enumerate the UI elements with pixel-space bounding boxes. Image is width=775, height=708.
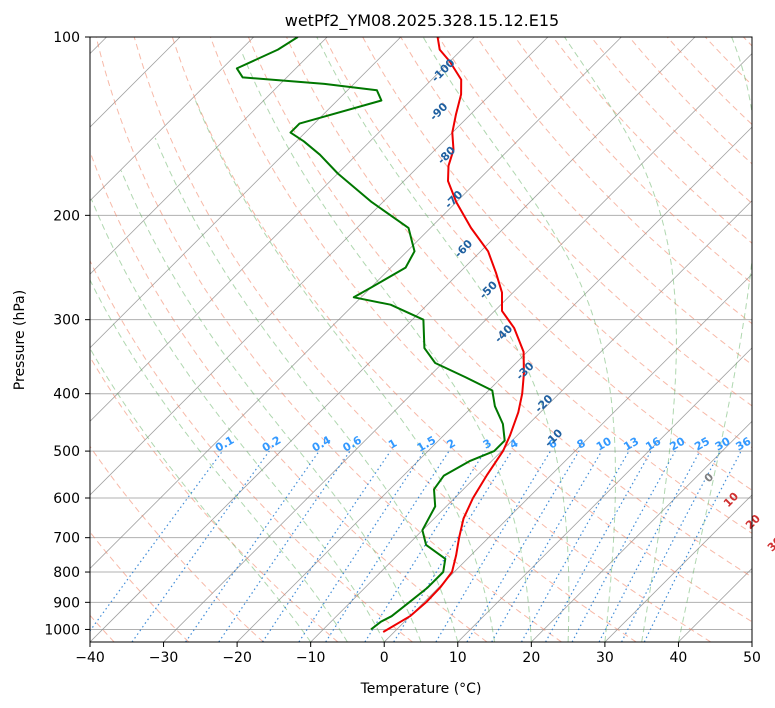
y-tick-label: 800 (53, 565, 80, 581)
dry-adiabat-line (362, 37, 752, 449)
isotherm-line (90, 37, 254, 202)
y-tick-label: 600 (53, 491, 80, 507)
dry-adiabat-line (90, 259, 413, 642)
mixing-ratio-line (393, 450, 513, 642)
isotherm-line (90, 37, 475, 422)
y-tick-label: 700 (53, 531, 80, 547)
moist-adiabat-line (90, 278, 348, 642)
plot-frame (89, 36, 753, 643)
y-tick-label: 100 (53, 30, 80, 46)
temperature-line (382, 37, 525, 633)
chart-title: wetPf2_YM08.2025.328.15.12.E15 (285, 11, 559, 31)
y-axis: 100 200 300 400 500 600 700 800 900 1000 (44, 30, 90, 638)
x-tick-label: 30 (596, 650, 614, 666)
y-tick-label: 400 (53, 387, 80, 403)
background-lines (90, 37, 752, 642)
x-tick-label: −10 (296, 650, 326, 666)
moist-adiabat-line (564, 37, 677, 642)
moist-adiabat-line (154, 137, 459, 642)
mixing-ratio-line (466, 450, 580, 642)
isotherm-line (90, 37, 549, 496)
moist-adiabat-line (120, 170, 422, 642)
series-layer (235, 37, 525, 633)
moist-adiabat-line (195, 100, 496, 642)
y-tick-label: 200 (53, 208, 80, 224)
dry-adiabat-line (628, 37, 752, 165)
moist-adiabat-line (316, 37, 570, 642)
x-axis: −40 −30 −20 −10 0 10 20 30 40 50 (75, 642, 761, 666)
x-tick-label: −30 (149, 650, 179, 666)
mixing-ratio-line (131, 450, 270, 642)
dry-adiabat-line (171, 37, 712, 642)
dry-adiabat-line (95, 37, 562, 642)
mixing-ratio-line (325, 450, 450, 642)
dewpoint-line (235, 37, 506, 631)
moist-adiabat-line (422, 37, 616, 642)
mixing-ratio-line (185, 450, 320, 642)
x-tick-label: 20 (522, 650, 540, 666)
isotherm-line (383, 273, 752, 642)
y-axis-title: Pressure (hPa) (12, 290, 28, 390)
mixing-ratio-line (90, 450, 223, 632)
isotherm-line (163, 53, 752, 642)
isotherm-line (236, 126, 752, 642)
dry-adiabat-line (514, 37, 752, 284)
isotherm-line (457, 347, 752, 642)
moist-adiabat-line (241, 51, 532, 642)
isotherm-line (90, 37, 696, 642)
x-tick-label: −40 (75, 650, 105, 666)
dry-adiabat-label: 30 (765, 534, 775, 554)
x-tick-label: 50 (743, 650, 761, 666)
mixing-ratio-line (298, 450, 425, 642)
mixing-ratio-line (491, 450, 603, 642)
isotherm-line (531, 420, 752, 642)
isotherm-line (604, 494, 752, 642)
moist-adiabat-line (90, 347, 312, 642)
isotherm-line (90, 37, 328, 275)
dry-adiabat-line (324, 37, 752, 491)
dry-adiabat-line (133, 37, 637, 642)
y-tick-label: 900 (53, 595, 80, 611)
x-axis-title: Temperature (°C) (360, 681, 482, 697)
dry-adiabat-line (400, 37, 752, 407)
isotherm-line (90, 37, 622, 569)
mixing-ratio-line (435, 450, 552, 642)
dry-adiabat-line (90, 445, 264, 642)
dry-adiabat-line (209, 37, 752, 623)
y-tick-label: 1000 (44, 622, 80, 638)
moist-adiabat-line (677, 37, 752, 642)
dry-adiabat-line (476, 37, 752, 325)
x-tick-label: 10 (449, 650, 467, 666)
dry-adiabat-line (590, 37, 752, 204)
x-tick-label: 40 (670, 650, 688, 666)
mixing-ratio-line (520, 450, 630, 642)
mixing-ratio-line (571, 450, 676, 642)
mixing-ratio-line (364, 450, 486, 642)
y-tick-label: 300 (53, 313, 80, 329)
mixing-ratio-line (545, 450, 652, 642)
y-tick-label: 500 (53, 444, 80, 460)
x-tick-label: −20 (222, 650, 252, 666)
x-tick-label: 0 (380, 650, 389, 666)
moist-adiabat-line (91, 199, 385, 642)
